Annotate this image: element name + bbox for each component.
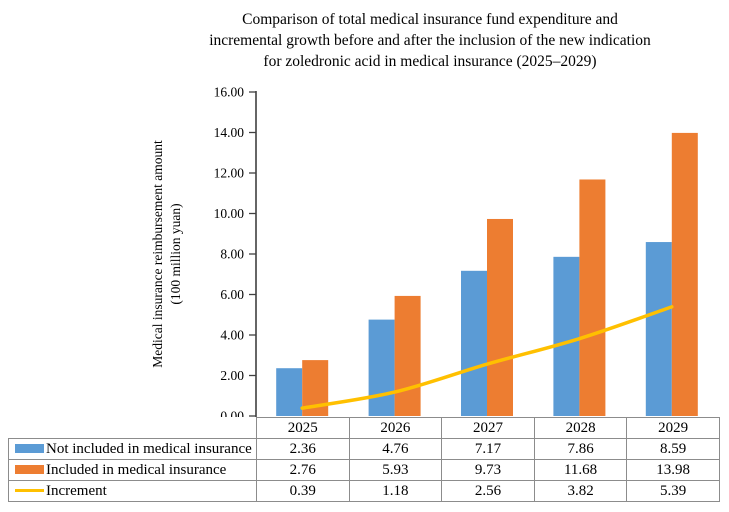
- bar: [553, 256, 580, 416]
- value-cell: 2.36: [256, 438, 350, 460]
- y-tick-label: 4.00: [220, 328, 244, 343]
- value-cell: 2.56: [441, 480, 535, 502]
- value-cell: 7.86: [533, 438, 628, 460]
- value-cell: 13.98: [626, 459, 720, 481]
- legend-label: Not included in medical insurance: [46, 440, 252, 457]
- bar: [487, 218, 513, 416]
- year-header-cell: 2027: [441, 417, 535, 439]
- value-cell: 5.39: [626, 480, 720, 502]
- y-tick-label: 10.00: [214, 206, 245, 221]
- year-header-cell: 2029: [626, 417, 720, 439]
- value-cell: 7.17: [441, 438, 535, 460]
- legend-cell: Included in medical insurance: [8, 459, 257, 481]
- legend-cell: Not included in medical insurance: [8, 438, 257, 460]
- value-cell: 2.76: [256, 459, 350, 481]
- y-tick-label: 0.00: [220, 409, 244, 418]
- table-row: Not included in medical insurance 2.36 4.7…: [8, 438, 720, 460]
- chart-plot: 0.00 2.00 4.00 6.00 8.00 10.00 12.00 14.00 16.00…: [150, 85, 698, 418]
- legend-cell: Increment: [8, 480, 257, 502]
- bar: [368, 319, 395, 416]
- bar: [394, 295, 421, 416]
- y-axis: 0.00 2.00 4.00 6.00 8.00 10.00 12.00 14.00 16.00: [214, 85, 257, 418]
- y-axis-title-line: (100 million yuan): [168, 203, 183, 304]
- legend-color-swatch: [15, 464, 44, 474]
- chart-title-line-2: incremental growth before and after the …: [209, 32, 651, 49]
- chart-title: Comparison of total medical insurance fu…: [130, 9, 729, 72]
- chart-title-line-3: for zoledronic acid in medical insurance…: [263, 53, 597, 70]
- line-series-increment: [300, 305, 674, 410]
- table-header-row: 2025 2026 2027 2028 2029: [9, 417, 720, 439]
- bar: [461, 270, 487, 416]
- value-cell: 11.68: [533, 459, 628, 481]
- y-tick-label: 12.00: [214, 166, 245, 181]
- bar-series-0: [276, 242, 672, 416]
- year-header-cell: 2025: [256, 417, 350, 439]
- value-cell: 3.82: [533, 480, 628, 502]
- y-tick-label: 2.00: [220, 368, 244, 383]
- legend-line-swatch: [15, 488, 44, 492]
- bar-series-1: [302, 132, 698, 416]
- table-row: Increment 0.39 1.18 2.56 3.82 5.39: [8, 480, 720, 502]
- bar: [671, 132, 698, 416]
- y-tick-label: 16.00: [214, 85, 245, 100]
- value-cell: 4.76: [348, 438, 443, 460]
- y-axis-title-line: Medical insurance reimbursement amount: [150, 140, 165, 368]
- bar: [276, 368, 303, 416]
- year-header-cell: 2026: [348, 417, 443, 439]
- legend-label: Increment: [46, 482, 107, 499]
- value-cell: 8.59: [626, 438, 720, 460]
- chart-title-line-1: Comparison of total medical insurance fu…: [242, 11, 618, 28]
- table-row: Included in medical insurance 2.76 5.93 9.7…: [8, 459, 720, 481]
- value-cell: 0.39: [256, 480, 350, 502]
- y-axis-title: Medical insurance reimbursement amount (1…: [150, 140, 183, 368]
- y-tick-label: 6.00: [220, 287, 244, 302]
- value-cell: 9.73: [441, 459, 535, 481]
- value-cell: 1.18: [348, 480, 443, 502]
- y-tick-label: 8.00: [220, 247, 244, 262]
- bar: [579, 179, 606, 416]
- value-cell: 5.93: [348, 459, 443, 481]
- legend-color-swatch: [15, 443, 44, 453]
- legend-label: Included in medical insurance: [46, 461, 227, 478]
- y-tick-label: 14.00: [214, 125, 245, 140]
- bar: [645, 242, 672, 416]
- table-corner-cell: [9, 418, 257, 439]
- year-header-cell: 2028: [533, 417, 628, 439]
- data-table: 2025 2026 2027 2028 2029 Not included in medi…: [8, 417, 720, 502]
